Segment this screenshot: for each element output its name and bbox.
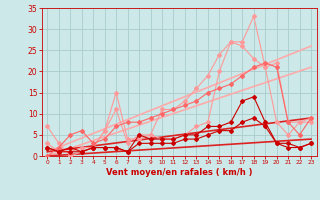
X-axis label: Vent moyen/en rafales ( km/h ): Vent moyen/en rafales ( km/h ) (106, 168, 252, 177)
